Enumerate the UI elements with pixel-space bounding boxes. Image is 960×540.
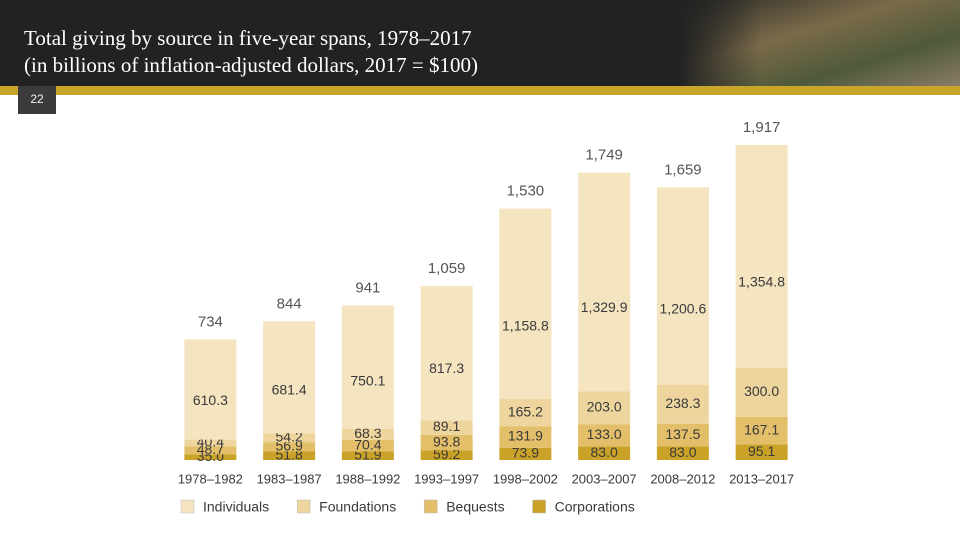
legend-label: Foundations (319, 499, 396, 515)
value-label: 1,354.8 (738, 274, 785, 290)
total-label: 734 (198, 313, 223, 330)
value-label: 83.0 (591, 444, 618, 460)
bar-segment (263, 442, 316, 452)
bar-segment (656, 446, 709, 460)
value-label: 610.3 (193, 392, 228, 408)
legend-swatch (532, 499, 546, 514)
value-label: 70.4 (354, 436, 381, 452)
bar-segment (578, 424, 631, 447)
x-tick-label: 1978–1982 (178, 471, 243, 486)
total-label: 1,917 (743, 119, 781, 136)
bar-segment (341, 428, 394, 440)
total-label: 1,749 (585, 147, 623, 164)
x-tick-label: 2008–2012 (650, 471, 715, 486)
value-label: 95.1 (748, 443, 775, 459)
value-label: 165.2 (508, 403, 543, 419)
bar-segment (420, 450, 473, 460)
bar-segment (656, 423, 709, 447)
bar-segment (341, 305, 394, 429)
legend-swatch (180, 499, 195, 514)
bar-segment (263, 321, 316, 434)
bar-segment (499, 426, 552, 448)
value-label: 73.9 (512, 445, 539, 461)
bar-segment (656, 384, 709, 424)
bar-segment (420, 285, 473, 421)
value-label: 131.9 (508, 428, 543, 444)
bar-segment (184, 339, 237, 440)
bar-segment (578, 391, 631, 425)
value-label: 137.5 (665, 426, 700, 442)
bar-segment (735, 416, 788, 445)
page-number: 22 (30, 92, 44, 106)
x-tick-label: 1983–1987 (257, 471, 322, 486)
bar-segment (184, 454, 237, 460)
x-tick-label: 1998–2002 (493, 471, 558, 486)
bar-segment (735, 367, 788, 417)
total-label: 1,530 (507, 183, 545, 200)
bar-segment (341, 439, 394, 452)
bar-segment (499, 208, 552, 400)
bar-segment (499, 447, 552, 460)
bar-segment (420, 434, 473, 451)
value-label: 89.1 (433, 418, 460, 434)
bar-segment (263, 451, 316, 460)
value-label: 1,200.6 (660, 300, 707, 316)
value-label: 817.3 (429, 360, 464, 376)
x-tick-label: 1993–1997 (414, 471, 479, 486)
value-label: 133.0 (587, 426, 622, 442)
bar-segment (735, 444, 788, 460)
bar-segment (578, 446, 631, 460)
bar-segment (656, 187, 709, 385)
legend-swatch (423, 499, 438, 514)
bar-segment (735, 145, 788, 368)
gold-stripe (0, 86, 960, 95)
legend-label: Bequests (446, 499, 504, 515)
x-tick-label: 1988–1992 (335, 471, 400, 486)
bar-segment (420, 420, 473, 435)
x-tick-label: 2013–2017 (729, 471, 794, 486)
value-label: 238.3 (665, 395, 700, 411)
chart-title: Total giving by source in five-year span… (24, 26, 472, 50)
value-label: 83.0 (669, 444, 696, 460)
bar-segment (499, 399, 552, 427)
value-label: 68.3 (354, 425, 381, 441)
total-label: 941 (355, 279, 380, 296)
total-label: 1,659 (664, 161, 702, 178)
x-tick-label: 2003–2007 (572, 471, 637, 486)
value-label: 203.0 (587, 399, 622, 415)
value-label: 167.1 (744, 421, 779, 437)
legend-swatch (296, 499, 311, 514)
value-label: 1,329.9 (581, 299, 628, 315)
bar-segment (578, 172, 631, 392)
bar-segment (263, 433, 316, 443)
total-label: 844 (277, 295, 302, 312)
legend-label: Individuals (203, 499, 269, 515)
page-number-box (18, 86, 56, 114)
bar-segment (341, 451, 394, 460)
value-label: 1,158.8 (502, 317, 549, 333)
chart-subtitle: (in billions of inflation-adjusted dolla… (24, 53, 478, 77)
value-label: 681.4 (272, 381, 307, 397)
bar-segment (184, 446, 237, 455)
total-label: 1,059 (428, 260, 466, 277)
photo-fade (680, 0, 760, 86)
value-label: 93.8 (433, 433, 460, 449)
legend-label: Corporations (555, 499, 635, 515)
bar-segment (184, 439, 237, 447)
value-label: 300.0 (744, 383, 779, 399)
value-label: 750.1 (350, 373, 385, 389)
